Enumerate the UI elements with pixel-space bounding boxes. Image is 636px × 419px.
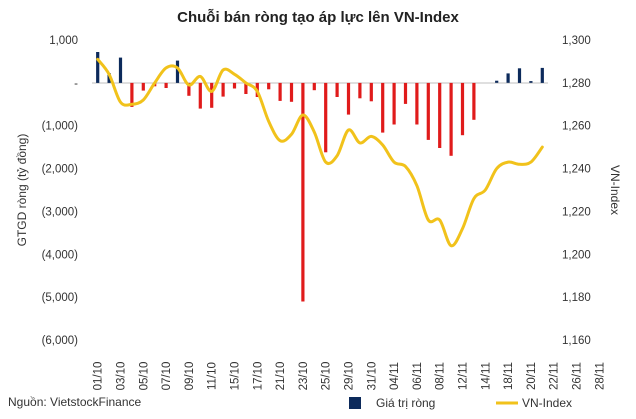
x-tick-label: 15/10	[230, 362, 242, 391]
bar	[529, 81, 533, 83]
legend-label-line: VN-Index	[522, 396, 572, 410]
bar	[495, 80, 499, 83]
x-tick-label: 04/11	[389, 362, 401, 390]
x-tick-label: 11/10	[207, 362, 219, 390]
x-tick-label: 20/11	[526, 362, 538, 390]
left-tick-label: (4,000)	[42, 249, 79, 261]
bar	[130, 82, 134, 107]
x-tick-label: 31/10	[366, 362, 378, 391]
right-tick-label: 1,280	[562, 78, 591, 90]
bar	[141, 82, 145, 91]
x-tick-label: 21/10	[275, 362, 287, 391]
x-tick-label: 08/11	[435, 362, 447, 390]
bar	[403, 82, 408, 104]
x-tick-label: 26/11	[572, 362, 584, 390]
x-tick-label: 01/10	[93, 362, 105, 391]
bar	[187, 82, 191, 96]
left-axis-label: GTGD ròng (tỷ đồng)	[15, 134, 29, 247]
legend: Giá trị ròng VN-Index	[349, 396, 572, 410]
x-tick-label: 25/10	[321, 362, 333, 391]
x-tick-label: 22/11	[549, 362, 561, 390]
x-tick-label: 23/10	[298, 362, 310, 391]
bar	[107, 73, 111, 83]
left-axis: 1,000 - (1,000) (2,000) (3,000) (4,000) (5,000…	[42, 35, 79, 347]
x-tick-label: 14/11	[480, 362, 492, 390]
bar	[278, 82, 282, 101]
x-tick-label: 09/10	[184, 362, 196, 391]
bar	[289, 82, 294, 102]
bar	[369, 82, 373, 102]
bar	[346, 82, 351, 115]
source-note: Nguồn: VietstockFinance	[8, 395, 142, 409]
x-tick-label: 12/11	[458, 362, 470, 390]
x-tick-label: 03/10	[116, 362, 128, 391]
bar	[381, 82, 385, 133]
x-tick-label: 06/11	[412, 362, 424, 390]
bar	[164, 82, 168, 88]
line-series	[96, 57, 544, 248]
bar	[358, 82, 362, 99]
bar	[335, 82, 339, 97]
bar	[415, 82, 419, 125]
bar	[301, 82, 305, 302]
x-axis: 01/10 03/10 05/10 07/10 09/10 11/10 15/10 17/10…	[93, 362, 607, 391]
right-tick-label: 1,220	[562, 206, 591, 218]
bar	[540, 67, 544, 83]
x-tick-label: 18/11	[503, 362, 515, 390]
bar	[460, 82, 465, 136]
right-axis-label: VN-Index	[608, 165, 622, 215]
left-tick-label: -	[74, 78, 78, 90]
bar	[312, 82, 316, 91]
chart-title: Chuỗi bán ròng tạo áp lực lên VN-Index	[177, 9, 459, 26]
right-tick-label: 1,200	[562, 249, 591, 261]
right-tick-label: 1,300	[562, 35, 591, 47]
legend-swatch-bars	[349, 397, 361, 409]
vn-index-line	[96, 57, 544, 248]
bar	[426, 82, 430, 140]
left-tick-label: (5,000)	[42, 292, 79, 304]
legend-label-bars: Giá trị ròng	[376, 396, 435, 410]
bar-series	[96, 52, 544, 302]
bar	[472, 82, 476, 120]
x-tick-label: 07/10	[161, 362, 173, 391]
x-tick-label: 28/11	[594, 362, 606, 390]
x-tick-label: 29/10	[344, 362, 356, 391]
right-axis: 1,300 1,280 1,260 1,240 1,220 1,200 1,180 1,160	[562, 35, 591, 347]
left-tick-label: (2,000)	[42, 164, 79, 176]
x-tick-label: 17/10	[252, 362, 264, 391]
bar	[506, 73, 510, 83]
bar	[392, 82, 396, 125]
right-tick-label: 1,180	[562, 292, 591, 304]
left-tick-label: (1,000)	[42, 121, 79, 133]
left-tick-label: 1,000	[49, 35, 78, 47]
left-tick-label: (6,000)	[42, 335, 79, 347]
bar	[96, 52, 100, 83]
right-tick-label: 1,160	[562, 335, 591, 347]
bar	[232, 82, 237, 89]
bar	[198, 82, 202, 109]
bar	[438, 82, 442, 148]
bar	[221, 82, 225, 97]
bar	[517, 68, 522, 83]
bar	[210, 82, 214, 108]
bar	[118, 57, 123, 83]
left-tick-label: (3,000)	[42, 206, 79, 218]
bar	[267, 82, 271, 90]
bar	[324, 82, 328, 153]
bar	[449, 82, 453, 156]
x-tick-label: 05/10	[138, 362, 150, 391]
right-tick-label: 1,240	[562, 164, 591, 176]
bar	[175, 60, 180, 83]
bar	[244, 82, 248, 94]
right-tick-label: 1,260	[562, 121, 591, 133]
